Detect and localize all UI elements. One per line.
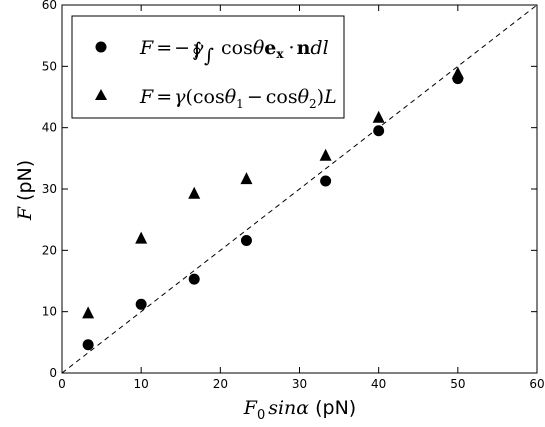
y-tick-label: 0 [49,366,57,380]
legend-marker-circle [95,41,107,53]
svg-text:F=−γ: F = − γ [139,37,204,59]
data-point-triangle [82,306,95,319]
x-tick-label: 10 [134,377,149,391]
y-tick-label: 10 [42,305,57,319]
x-tick-label: 30 [292,377,307,391]
legend-label-line-integral: F = − γ ∮ ∫ cosθex · ndl [139,37,329,67]
x-tick-label: 0 [58,377,66,391]
legend-frame [71,15,345,119]
legend: F = − γ ∮ ∫ cosθex · ndl F = γ(cosθ1− cosθ2)L [71,15,345,119]
data-point-triangle [135,231,148,244]
data-point-circle [82,339,94,351]
data-point-circle [320,175,332,187]
svg-text:cosθex·ndl: cosθex · ndl [221,37,329,61]
x-axis-label: F0 sinα (pN) [243,397,356,423]
x-tick-label: 40 [371,377,386,391]
data-point-circle [240,235,252,247]
ticks-layer: 0 10 20 30 40 50 60 0 10 20 30 40 50 60 [42,0,545,391]
data-point-triangle [240,172,253,185]
x-tick-label: 50 [450,377,465,391]
y-tick-label: 20 [42,243,57,257]
svg-text:∫: ∫ [204,45,214,67]
data-point-triangle [451,66,464,79]
legend-marker-triangle [95,89,107,100]
y-tick-label: 30 [42,182,57,196]
data-point-triangle [188,186,201,199]
x-tick-label: 60 [529,377,544,391]
svg-text:∮: ∮ [192,39,202,61]
data-point-triangle [319,148,332,161]
data-point-circle [135,298,147,310]
plot-layer [61,4,538,374]
data-point-circle [188,273,200,285]
y-tick-label: 40 [42,121,57,135]
data-point-circle [373,125,385,137]
y-axis-label: F(pN) [14,160,36,221]
y-tick-label: 50 [42,59,57,73]
data-point-triangle [372,110,385,123]
x-tick-label: 20 [213,377,228,391]
reference-line-diagonal [61,4,538,374]
y-tick-label: 60 [42,0,57,12]
